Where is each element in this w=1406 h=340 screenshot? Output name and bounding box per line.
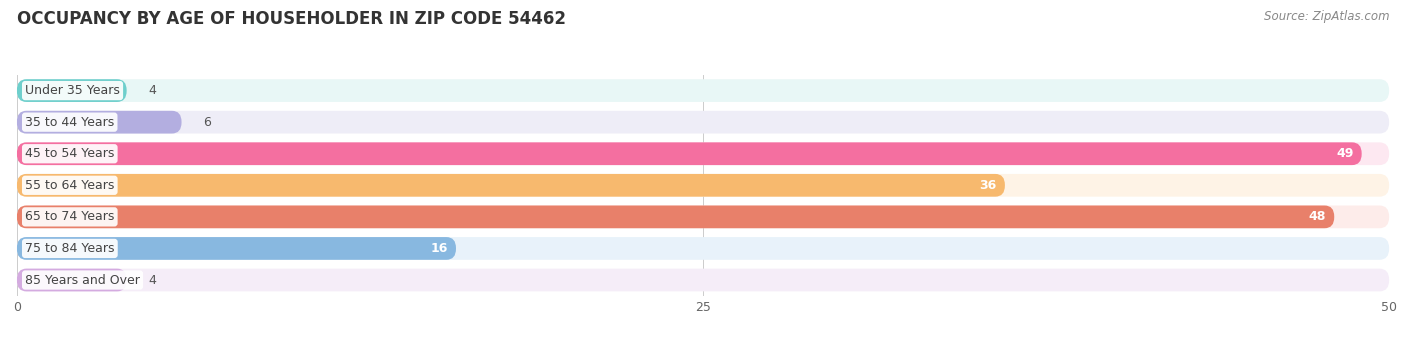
FancyBboxPatch shape bbox=[17, 205, 1389, 228]
FancyBboxPatch shape bbox=[17, 174, 1389, 197]
Text: 6: 6 bbox=[204, 116, 211, 129]
Text: 16: 16 bbox=[430, 242, 447, 255]
FancyBboxPatch shape bbox=[17, 79, 127, 102]
Text: 65 to 74 Years: 65 to 74 Years bbox=[25, 210, 114, 223]
Text: Under 35 Years: Under 35 Years bbox=[25, 84, 120, 97]
Text: 49: 49 bbox=[1336, 147, 1354, 160]
FancyBboxPatch shape bbox=[17, 237, 1389, 260]
FancyBboxPatch shape bbox=[17, 269, 1389, 291]
FancyBboxPatch shape bbox=[17, 142, 1389, 165]
FancyBboxPatch shape bbox=[17, 174, 1005, 197]
FancyBboxPatch shape bbox=[17, 79, 1389, 102]
Text: Source: ZipAtlas.com: Source: ZipAtlas.com bbox=[1264, 10, 1389, 23]
Text: OCCUPANCY BY AGE OF HOUSEHOLDER IN ZIP CODE 54462: OCCUPANCY BY AGE OF HOUSEHOLDER IN ZIP C… bbox=[17, 10, 565, 28]
FancyBboxPatch shape bbox=[17, 142, 1361, 165]
Text: 36: 36 bbox=[980, 179, 997, 192]
Text: 55 to 64 Years: 55 to 64 Years bbox=[25, 179, 114, 192]
Text: 75 to 84 Years: 75 to 84 Years bbox=[25, 242, 115, 255]
Text: 35 to 44 Years: 35 to 44 Years bbox=[25, 116, 114, 129]
Text: 4: 4 bbox=[149, 84, 156, 97]
FancyBboxPatch shape bbox=[17, 111, 1389, 134]
FancyBboxPatch shape bbox=[17, 205, 1334, 228]
Text: 4: 4 bbox=[149, 273, 156, 287]
Text: 48: 48 bbox=[1309, 210, 1326, 223]
FancyBboxPatch shape bbox=[17, 111, 181, 134]
Text: 85 Years and Over: 85 Years and Over bbox=[25, 273, 141, 287]
Text: 45 to 54 Years: 45 to 54 Years bbox=[25, 147, 114, 160]
FancyBboxPatch shape bbox=[17, 237, 456, 260]
FancyBboxPatch shape bbox=[17, 269, 127, 291]
